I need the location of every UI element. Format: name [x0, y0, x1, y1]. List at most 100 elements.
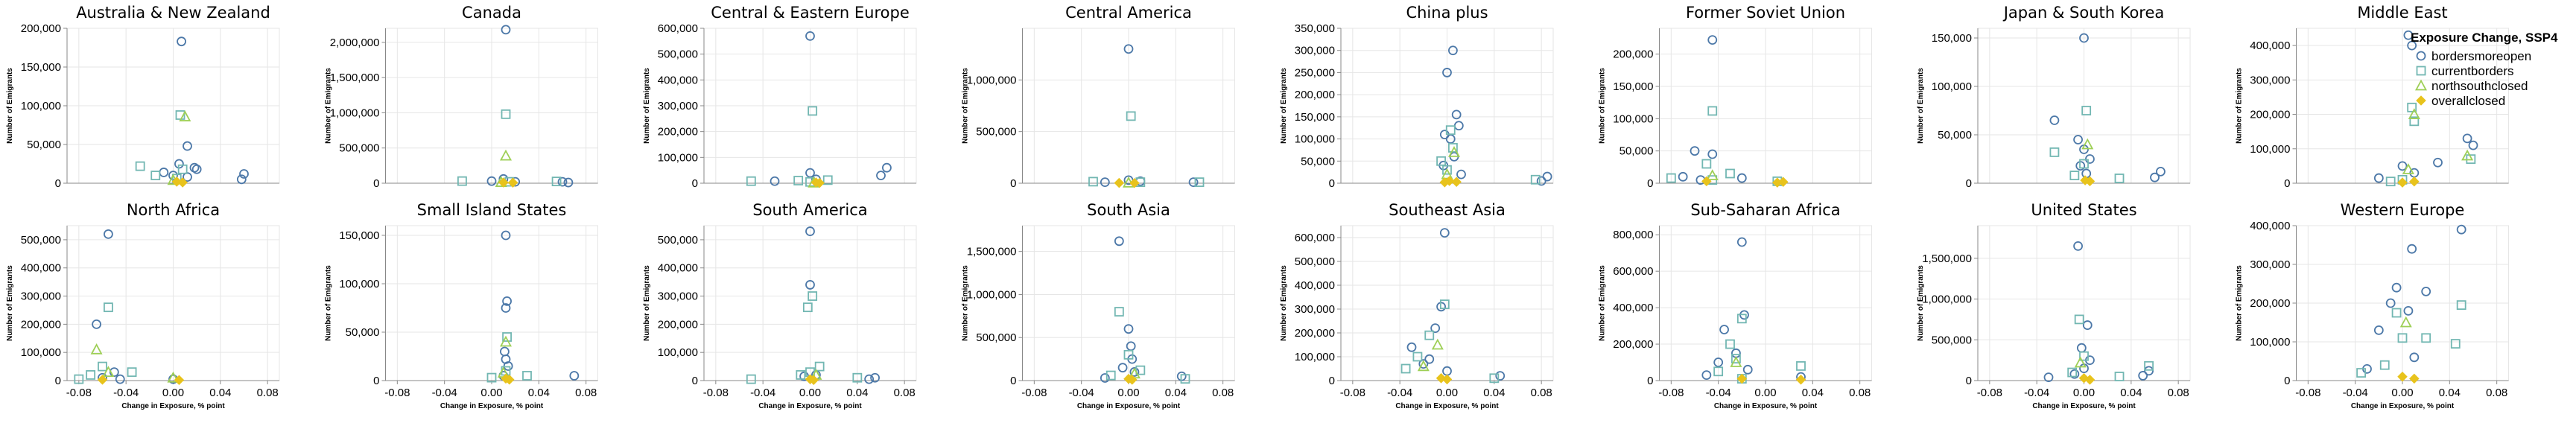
y-tick-label: 500,000: [1932, 334, 1972, 346]
data-point: [814, 177, 825, 188]
data-point: [2138, 371, 2148, 381]
y-tick-label: 200,000: [1613, 48, 1653, 61]
data-point: [1742, 364, 1753, 375]
data-point: [2421, 333, 2431, 343]
y-axis-title: Number of Emigrants: [643, 68, 651, 144]
data-point: [191, 164, 202, 174]
panel: Small Island States 0 50,000 100,000 150,000…: [325, 201, 598, 410]
data-point: [2391, 282, 2402, 293]
y-tick-label: 300,000: [1295, 45, 1335, 57]
data-point: [1713, 366, 1724, 377]
y-tick-label: 200,000: [21, 318, 61, 331]
data-point: [808, 375, 819, 386]
data-point: [1796, 361, 1806, 371]
data-point: [2114, 174, 2125, 183]
data-point: [1795, 375, 1806, 385]
panel: Japan & South Korea 0 50,000 100,000 150,000…: [1917, 4, 2191, 190]
y-tick-label: 400,000: [1295, 279, 1335, 292]
data-point: [1736, 373, 1748, 384]
data-point: [2397, 177, 2408, 188]
x-tick-label: 0.04: [1165, 387, 1187, 399]
y-tick-label: 400,000: [1613, 302, 1653, 314]
data-point: [569, 371, 580, 381]
x-tick-label: 0.08: [2168, 387, 2189, 399]
y-tick-label: 50,000: [1301, 155, 1335, 168]
data-point: [2081, 168, 2092, 179]
panel-title: China plus: [1406, 4, 1488, 22]
y-axis-title: Number of Emigrants: [325, 265, 333, 341]
data-point: [1451, 177, 1462, 187]
data-point: [796, 370, 806, 380]
data-point: [1194, 177, 1205, 188]
y-tick-label: 100,000: [658, 346, 698, 359]
data-point: [457, 176, 467, 186]
data-point: [1542, 171, 1552, 182]
y-tick-label: 150,000: [21, 61, 61, 74]
data-point: [2403, 305, 2414, 316]
y-tick-label: 300,000: [21, 290, 61, 303]
data-point: [2407, 102, 2417, 112]
data-point: [102, 366, 115, 378]
panel: Australia & New Zealand 0 50,000 100,000 150…: [6, 4, 280, 190]
y-tick-label: 0: [1010, 177, 1016, 190]
y-tick-label: 100,000: [1932, 80, 1972, 93]
y-axis-title: Number of Emigrants: [325, 68, 333, 144]
y-axis-title: Number of Emigrants: [643, 265, 651, 341]
data-point: [876, 171, 886, 181]
data-point: [2356, 368, 2366, 378]
data-point: [1719, 325, 1729, 334]
y-axis-title: Number of Emigrants: [1280, 68, 1288, 144]
data-point: [239, 169, 249, 179]
data-point: [86, 370, 96, 380]
data-point: [802, 302, 813, 313]
legend-marker: [2416, 95, 2426, 106]
data-point: [507, 177, 518, 188]
data-point: [746, 176, 756, 186]
legend-title: Exposure Change, SSP4: [2411, 31, 2558, 45]
data-point: [1666, 173, 1676, 183]
data-point: [1442, 68, 1452, 77]
x-tick-label: 0.08: [1531, 387, 1552, 399]
data-point: [1451, 109, 1462, 120]
x-tick-label: 0.08: [257, 387, 279, 399]
data-point: [98, 361, 107, 372]
y-tick-label: 1,000,000: [330, 106, 380, 119]
data-point: [2074, 314, 2084, 325]
data-point: [104, 302, 113, 313]
panel-title: North Africa: [127, 201, 220, 219]
data-point: [1100, 177, 1110, 188]
data-point: [2144, 360, 2154, 371]
data-point: [127, 367, 137, 378]
x-axis-title: Change in Exposure, % point: [2032, 402, 2136, 410]
y-tick-label: 800,000: [1613, 229, 1653, 241]
data-point: [2084, 375, 2096, 385]
data-point: [1707, 149, 1718, 159]
data-point: [1439, 228, 1450, 238]
data-point: [486, 176, 497, 186]
y-tick-label: 50,000: [346, 326, 380, 339]
data-point: [167, 371, 180, 383]
data-point: [2468, 140, 2478, 150]
y-tick-label: 200,000: [1613, 338, 1653, 351]
y-tick-label: 200,000: [1295, 327, 1335, 340]
data-point: [2409, 352, 2420, 363]
data-point: [150, 171, 161, 181]
data-point: [1706, 169, 1719, 181]
y-axis-title: Number of Emigrants: [2236, 265, 2244, 341]
y-tick-label: 400,000: [658, 262, 698, 275]
data-point: [2385, 298, 2396, 308]
x-tick-label: 0.00: [2391, 387, 2413, 399]
data-point: [2409, 373, 2420, 384]
data-point: [2081, 138, 2094, 150]
data-point: [159, 168, 169, 177]
x-axis-title: Change in Exposure, % point: [1077, 402, 1181, 410]
panel-title: South Asia: [1087, 201, 1170, 219]
data-point: [1447, 146, 1461, 157]
data-point: [504, 374, 515, 385]
panel-title: Middle East: [2357, 4, 2447, 22]
legend-marker: [2416, 66, 2426, 76]
panel: Former Soviet Union 0 50,000 100,000 150,000…: [1599, 4, 1872, 190]
y-tick-label: 500,000: [976, 126, 1016, 139]
data-point: [1088, 177, 1098, 187]
data-point: [90, 343, 103, 355]
